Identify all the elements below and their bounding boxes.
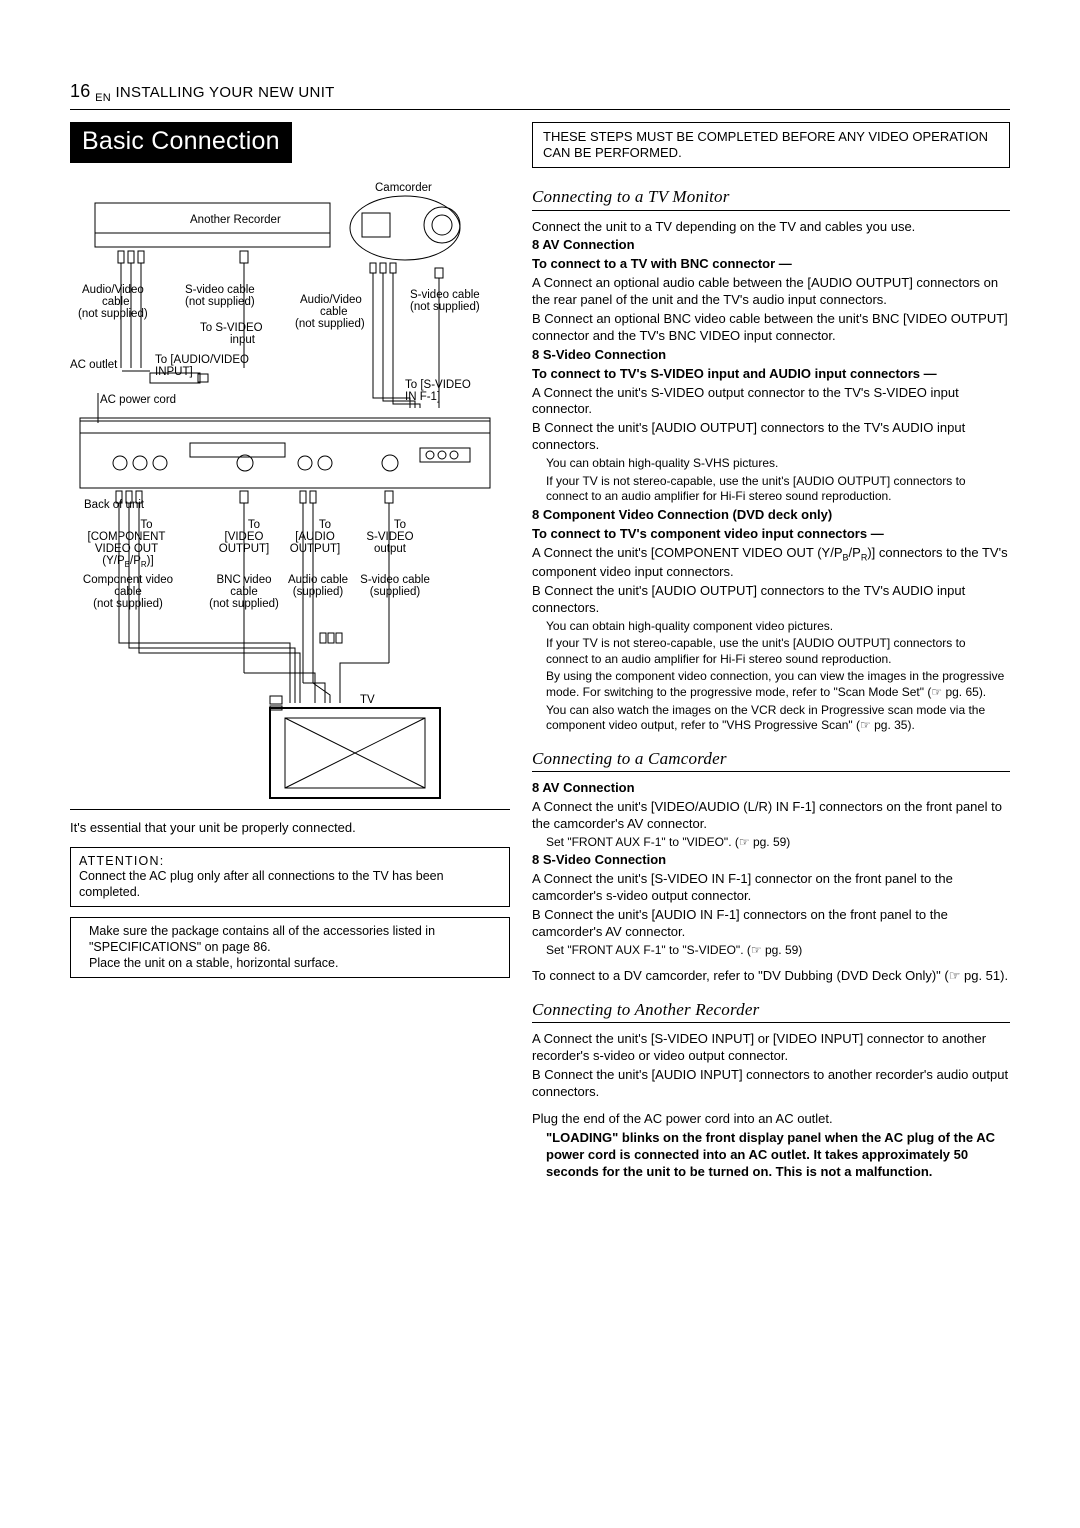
tv-cv-label: 8 Component Video Connection (DVD deck o… <box>532 507 1010 524</box>
cam-av-note: Set "FRONT AUX F-1" to "VIDEO". (☞ pg. 5… <box>532 835 1010 851</box>
label-ac-outlet: AC outlet <box>70 359 118 371</box>
attention-label: ATTENTION: <box>79 854 164 868</box>
tv-monitor-body: Connect the unit to a TV depending on th… <box>532 219 1010 734</box>
cam-sv-a: A Connect the unit's [S-VIDEO IN F-1] co… <box>532 871 1010 905</box>
section-title: Basic Connection <box>70 122 292 163</box>
ar-b: B Connect the unit's [AUDIO INPUT] conne… <box>532 1067 1010 1101</box>
tv-sv-b: B Connect the unit's [AUDIO OUTPUT] conn… <box>532 420 1010 454</box>
attention-box: ATTENTION: Connect the AC plug only afte… <box>70 847 510 908</box>
cam-av-a: A Connect the unit's [VIDEO/AUDIO (L/R) … <box>532 799 1010 833</box>
label-audio-cable: Audio cable(supplied) <box>288 574 348 598</box>
tv-av-a: A Connect an optional audio cable betwee… <box>532 275 1010 309</box>
page-number: 16 <box>70 81 91 101</box>
tv-av-sub: To connect to a TV with BNC connector — <box>532 256 1010 273</box>
heading-tv-monitor: Connecting to a TV Monitor <box>532 186 1010 210</box>
cam-dv-note: To connect to a DV camcorder, refer to "… <box>532 968 1010 985</box>
tv-cv-b: B Connect the unit's [AUDIO OUTPUT] conn… <box>532 583 1010 617</box>
label-svideo-cable-right: S-video cable (not supplied) <box>410 289 483 313</box>
cam-sv-note: Set "FRONT AUX F-1" to "S-VIDEO". (☞ pg.… <box>532 943 1010 959</box>
tv-cv-note4: You can also watch the images on the VCR… <box>532 703 1010 734</box>
page-lang: EN <box>95 92 111 104</box>
label-camcorder: Camcorder <box>375 182 432 194</box>
label-svideo-cable-top: S-video cable (not supplied) <box>185 284 258 308</box>
connection-diagram: Another Recorder Camcorder <box>70 173 510 803</box>
tv-cv-note3: By using the component video connection,… <box>532 669 1010 700</box>
note-line1: Make sure the package contains all of th… <box>89 924 501 955</box>
label-svideo-cable-bottom: S-video cable(supplied) <box>360 574 430 598</box>
label-to-audio-output: To[AUDIOOUTPUT] <box>290 519 340 555</box>
another-recorder-body: A Connect the unit's [S-VIDEO INPUT] or … <box>532 1031 1010 1180</box>
label-to-svideo-inf1: To [S-VIDEOIN F-1] <box>405 379 471 403</box>
label-bnc-cable: BNC videocable(not supplied) <box>209 574 279 610</box>
tv-av-b: B Connect an optional BNC video cable be… <box>532 311 1010 345</box>
tv-sv-label: 8 S-Video Connection <box>532 347 1010 364</box>
label-to-svideo-output: ToS-VIDEOoutput <box>366 519 413 555</box>
tv-av-label: 8 AV Connection <box>532 237 1010 254</box>
tv-sv-note1: You can obtain high-quality S-VHS pictur… <box>532 456 1010 472</box>
camcorder-body: 8 AV Connection A Connect the unit's [VI… <box>532 780 1010 985</box>
cam-sv-b: B Connect the unit's [AUDIO IN F-1] conn… <box>532 907 1010 941</box>
label-tv: TV <box>360 694 375 706</box>
ar-loading: "LOADING" blinks on the front display pa… <box>532 1130 1010 1181</box>
section-name: INSTALLING YOUR NEW UNIT <box>115 84 334 101</box>
right-box: THESE STEPS MUST BE COMPLETED BEFORE ANY… <box>532 122 1010 169</box>
heading-another-recorder: Connecting to Another Recorder <box>532 999 1010 1023</box>
label-another-recorder: Another Recorder <box>190 214 281 226</box>
tv-cv-a: A Connect the unit's [COMPONENT VIDEO OU… <box>532 545 1010 581</box>
tv-cv-sub: To connect to TV's component video input… <box>532 526 1010 543</box>
cam-av-label: 8 AV Connection <box>532 780 1010 797</box>
label-av-cable2: Audio/Video cable (not supplied) <box>295 294 365 330</box>
label-to-component: To [COMPONENT VIDEO OUT (Y/PB/PR)] <box>88 519 169 569</box>
ar-a: A Connect the unit's [S-VIDEO INPUT] or … <box>532 1031 1010 1065</box>
label-to-svideo-input: To S-VIDEOinput <box>200 322 263 346</box>
tv-sv-note2: If your TV is not stereo-capable, use th… <box>532 474 1010 505</box>
label-component-video-cable: Component videocable(not supplied) <box>83 574 173 610</box>
label-ac-power-cord: AC power cord <box>100 394 176 406</box>
tv-sv-a: A Connect the unit's S-VIDEO output conn… <box>532 385 1010 419</box>
page-header: 16 EN INSTALLING YOUR NEW UNIT <box>70 80 1010 110</box>
attention-text: Connect the AC plug only after all conne… <box>79 869 444 899</box>
label-av-cable: Audio/Video cable (not supplied) <box>78 284 148 320</box>
heading-camcorder: Connecting to a Camcorder <box>532 748 1010 772</box>
ar-plug: Plug the end of the AC power cord into a… <box>532 1111 1010 1128</box>
tv-cv-note1: You can obtain high-quality component vi… <box>532 619 1010 635</box>
cam-sv-label: 8 S-Video Connection <box>532 852 1010 869</box>
caption: It's essential that your unit be properl… <box>70 820 510 836</box>
tv-cv-note2: If your TV is not stereo-capable, use th… <box>532 636 1010 667</box>
note-box: Make sure the package contains all of th… <box>70 917 510 978</box>
note-line2: Place the unit on a stable, horizontal s… <box>89 956 501 972</box>
tv-intro: Connect the unit to a TV depending on th… <box>532 219 1010 236</box>
tv-sv-sub: To connect to TV's S-VIDEO input and AUD… <box>532 366 1010 383</box>
